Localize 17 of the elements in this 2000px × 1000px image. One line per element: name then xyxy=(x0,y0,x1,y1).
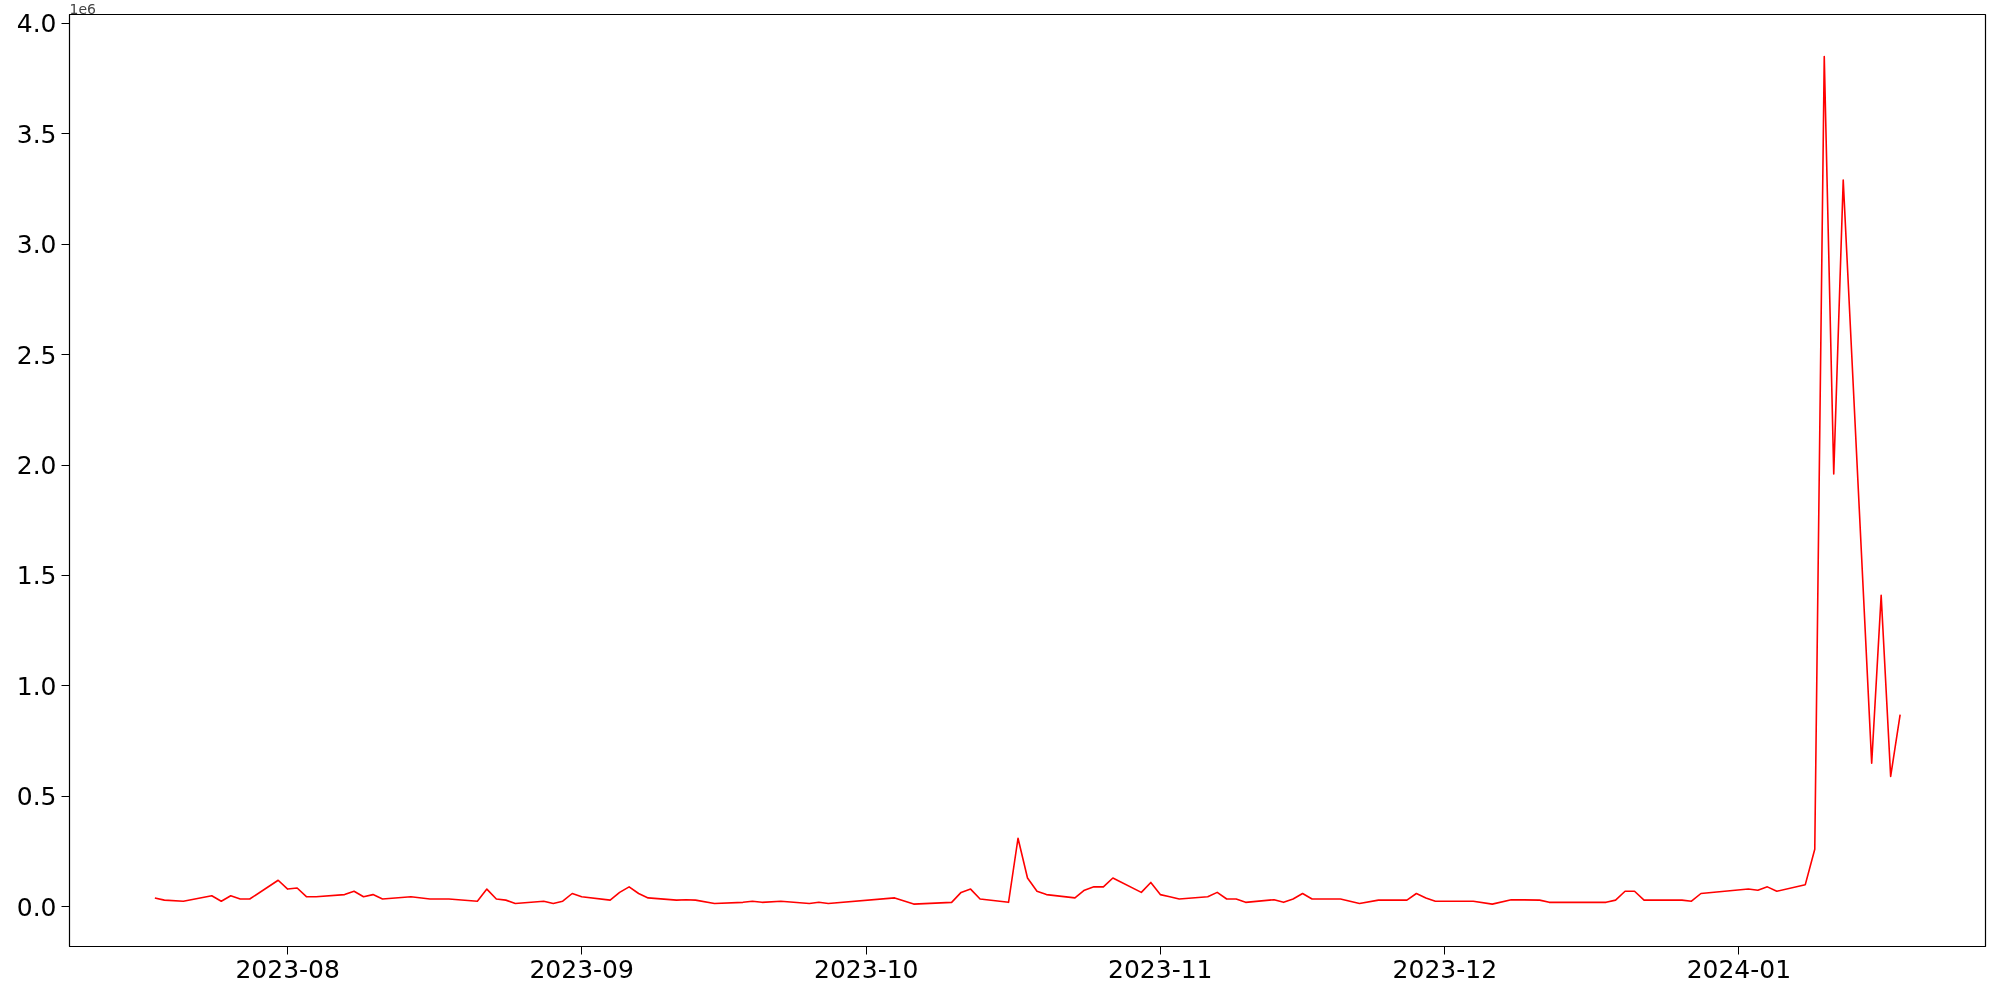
x-tick-label: 2024-01 xyxy=(1686,954,1792,984)
y-tick-label: 2.5 xyxy=(16,340,57,370)
y-tick-label: 0.0 xyxy=(16,892,57,922)
y-tick-label: 2.0 xyxy=(16,451,57,481)
y-tick-label: 3.5 xyxy=(16,119,57,149)
line-series xyxy=(154,55,1901,905)
annotation: 1e6 xyxy=(69,0,97,17)
x-tick-label: 2023-08 xyxy=(235,954,340,984)
x-tick-label: 2023-11 xyxy=(1108,954,1213,984)
y-tick-label: 1.5 xyxy=(16,561,57,591)
y-tick-label: 4.0 xyxy=(16,9,57,39)
y-tick-label: 3.0 xyxy=(16,230,57,260)
y-tick-label: 1.0 xyxy=(16,671,57,701)
y-tick-label: 0.5 xyxy=(16,782,57,812)
x-tick-label: 2023-12 xyxy=(1392,954,1498,984)
x-tick-label: 2023-10 xyxy=(814,954,919,984)
x-tick-label: 2023-09 xyxy=(529,954,634,984)
